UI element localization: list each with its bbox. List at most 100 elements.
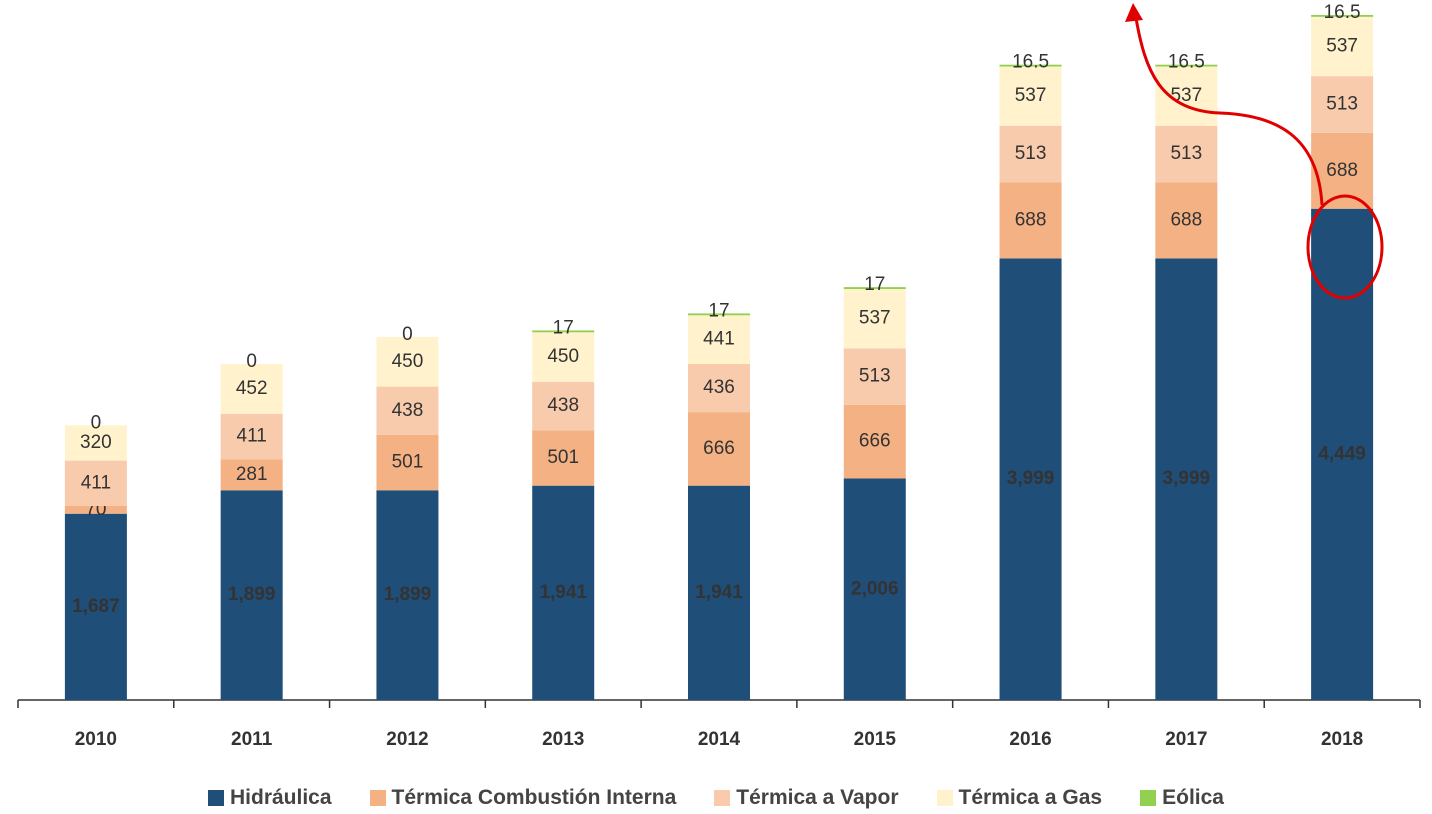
x-tick-label: 2012 [386, 729, 428, 750]
highlight-ellipse [1306, 194, 1384, 300]
bar-segment [688, 412, 750, 486]
legend-label: Térmica Combustión Interna [391, 786, 677, 809]
bar-segment [220, 363, 283, 414]
data-label: 452 [236, 378, 268, 399]
bar-segment [1155, 66, 1218, 126]
x-tick-label: 2015 [854, 729, 897, 750]
data-label: 537 [1015, 85, 1047, 106]
x-tick-label: 2010 [75, 729, 117, 750]
bar-segment [220, 413, 283, 460]
data-label: 438 [547, 395, 579, 416]
data-label: 0 [402, 324, 413, 345]
legend-item: Hidráulica [208, 786, 332, 810]
data-label: 688 [1015, 209, 1047, 230]
data-label: 513 [1326, 93, 1358, 114]
data-label: 3,999 [1007, 468, 1055, 489]
bar-segment [688, 315, 750, 364]
data-label: 513 [1015, 143, 1047, 164]
x-tick-label: 2017 [1165, 729, 1207, 750]
bar-segment [1311, 76, 1374, 133]
data-label: 17 [553, 317, 574, 338]
data-label: 17 [864, 274, 885, 295]
data-label: 537 [859, 308, 891, 329]
chart: 20101,68770411320020111,8992814114520201… [17, 2, 1421, 750]
bar-segment [376, 386, 439, 435]
x-tick-label: 2013 [542, 729, 584, 750]
bar-segment [843, 289, 906, 349]
data-label: 0 [246, 351, 257, 372]
bar-segment [64, 505, 127, 514]
bar-segment [843, 478, 906, 700]
bar-segment [843, 348, 906, 405]
bar-segment [999, 258, 1062, 700]
legend-label: Eólica [1162, 786, 1224, 809]
arrow-line [1134, 17, 1324, 206]
x-tick-label: 2014 [698, 729, 741, 750]
legend-item: Térmica a Vapor [714, 786, 899, 810]
data-label: 501 [392, 452, 424, 473]
data-label: 281 [236, 464, 268, 485]
legend-label: Hidráulica [230, 786, 332, 809]
data-label: 1,899 [228, 584, 276, 605]
annotation [1125, 3, 1384, 300]
data-label: 2,006 [851, 578, 899, 599]
bar-segment [64, 425, 127, 461]
data-label: 1,941 [695, 582, 743, 603]
data-label: 17 [708, 300, 729, 321]
bar-segment [64, 460, 127, 506]
bar-segment [688, 485, 750, 700]
data-label: 16.5 [1012, 52, 1049, 73]
data-label: 16.5 [1324, 2, 1361, 23]
data-label: 537 [1170, 85, 1202, 106]
bar-segment [376, 434, 439, 491]
data-label: 4,449 [1318, 443, 1366, 464]
bar-segment [532, 381, 595, 431]
data-label: 3,999 [1163, 468, 1211, 489]
data-label: 411 [81, 472, 111, 493]
data-label: 436 [703, 377, 735, 398]
bar-segment [843, 404, 906, 479]
x-tick-label: 2011 [231, 729, 273, 750]
data-label: 688 [1326, 160, 1358, 181]
data-label: 501 [547, 447, 579, 468]
legend: Hidráulica Térmica Combustión Interna Térm… [0, 786, 1432, 810]
bar-segment [688, 363, 750, 413]
bar-segment [688, 313, 750, 316]
bar-segment [532, 485, 595, 700]
data-label: 411 [237, 426, 267, 447]
bar-segment [220, 490, 283, 700]
bar-segment [532, 330, 595, 333]
bar-segment [1155, 64, 1218, 67]
legend-item: Térmica Combustión Interna [369, 786, 677, 810]
legend-item: Térmica a Gas [936, 786, 1102, 810]
bar-segment [532, 332, 595, 382]
data-label: 450 [547, 346, 579, 367]
x-tick-label: 2018 [1321, 729, 1363, 750]
data-label: 1,899 [384, 584, 432, 605]
data-label: 513 [1170, 143, 1202, 164]
bar-segment [532, 430, 595, 486]
bar-segment [1155, 125, 1218, 183]
data-label: 0 [91, 412, 102, 433]
data-label: 1,687 [72, 596, 120, 617]
legend-item: Eólica [1140, 786, 1224, 810]
bar-segment [1311, 15, 1374, 17]
x-tick-label: 2016 [1009, 729, 1051, 750]
data-label: 666 [703, 438, 735, 459]
bar-segment [999, 64, 1062, 67]
bar-segment [1155, 258, 1218, 700]
bar-segment [64, 513, 127, 700]
data-label: 438 [392, 400, 424, 421]
data-label: 537 [1326, 35, 1358, 56]
bar-segment [1311, 16, 1374, 77]
bar-segment [999, 125, 1062, 183]
legend-swatch [208, 790, 224, 806]
data-label: 1,941 [539, 582, 587, 603]
bar-segment [1155, 182, 1218, 259]
arrow-head [1125, 3, 1143, 22]
data-label: 450 [392, 351, 424, 372]
data-label: 320 [80, 432, 112, 453]
bar-segment [376, 490, 439, 700]
bar-segment [376, 336, 439, 387]
